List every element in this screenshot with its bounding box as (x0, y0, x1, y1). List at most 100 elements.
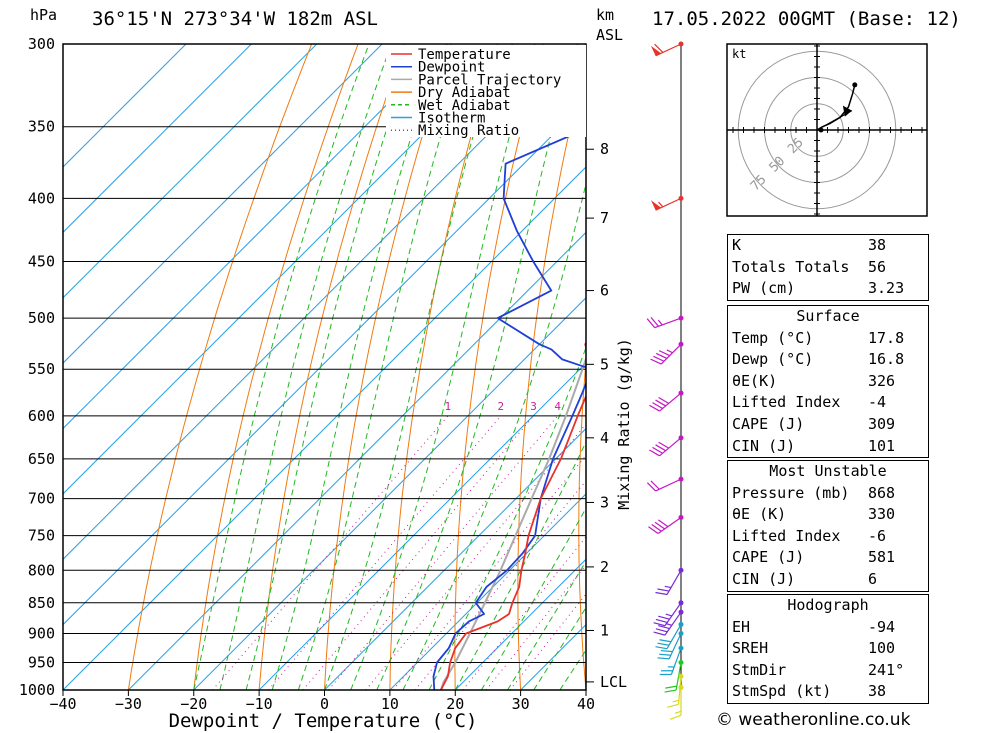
wet-adiabat-line (219, 44, 392, 690)
wind-barb-feather (658, 624, 670, 630)
wind-barb (646, 476, 684, 492)
dry-adiabat-line (193, 44, 359, 690)
wind-barb-feather (646, 482, 657, 492)
wind-barb-feather (655, 444, 666, 452)
table-row: CIN (J) 101 (732, 436, 896, 455)
isotherm-line (324, 427, 586, 690)
isotherm-line (63, 44, 383, 364)
wet-adiabat-line (245, 44, 416, 690)
wind-barb-feather (650, 358, 662, 365)
pressure-tick-label: 850 (28, 594, 55, 612)
pressure-tick-label: 650 (28, 450, 55, 468)
wind-barb-shaft (659, 392, 682, 412)
legend-label: Dry Adiabat (418, 85, 511, 101)
wind-barb-feather (650, 316, 659, 327)
isotherm-line (454, 558, 586, 690)
wet-adiabat-line (454, 440, 586, 690)
wind-barb (669, 684, 684, 720)
pressure-tick-label: 950 (28, 653, 55, 671)
table-row: StmDir 241° (732, 660, 905, 679)
wind-barb (655, 567, 684, 596)
wet-adiabat-line (350, 44, 536, 690)
x-axis-label: Dewpoint / Temperature (°C) (169, 710, 478, 732)
mixing-ratio-tick-label: 3 (530, 400, 537, 413)
isotherm-line (63, 44, 448, 430)
wind-barb (650, 341, 684, 365)
x-tick-label: −10 (246, 695, 273, 713)
x-tick-label: 10 (381, 695, 399, 713)
wet-adiabat-line (428, 346, 586, 690)
wind-barb-shaft (659, 437, 682, 457)
wind-barb-pennant (650, 45, 662, 56)
wind-barb-feather (649, 449, 660, 457)
table-row: CAPE (J) 309 (732, 414, 896, 433)
wind-barb (646, 315, 684, 329)
table-row: StmSpd (kt) 38 (732, 682, 887, 701)
km-tick-label: 1 (600, 621, 609, 639)
pressure-tick-label: 450 (28, 253, 55, 271)
isotherm-line (63, 44, 579, 560)
wind-barb-feather (655, 591, 668, 596)
km-tick-label: 3 (600, 493, 609, 511)
dewpoint-line (432, 127, 586, 690)
wind-barb-feather (658, 441, 670, 449)
wind-barb-shaft (660, 343, 682, 365)
legend-box (386, 45, 586, 137)
hpa-unit-label: hPa (30, 6, 57, 24)
wet-adiabat-line (271, 44, 442, 690)
indices-table: K 38 Totals Totals 56 PW (cm) 3.23 (727, 234, 929, 301)
wind-barb-feather (653, 355, 665, 362)
km-tick-label: 2 (600, 558, 609, 576)
wind-barb-feather (652, 402, 663, 410)
copyright-link[interactable]: © weatheronline.co.uk (716, 710, 911, 730)
wind-barb-shaft (677, 676, 682, 705)
wind-barb-feather (669, 714, 682, 720)
hodograph-unit-label: kt (732, 47, 746, 61)
table-row: CAPE (J) 581 (732, 548, 896, 567)
wind-barb (667, 673, 684, 708)
legend-label: Isotherm (418, 111, 485, 127)
wind-barb (649, 390, 684, 412)
mixing-ratio-line (268, 415, 502, 690)
isotherm-line (389, 493, 586, 690)
wet-adiabat-line (376, 44, 576, 690)
x-tick-label: 40 (577, 695, 595, 713)
km-unit-label: km (596, 6, 614, 24)
wind-barb-feather (650, 480, 660, 490)
wind-barb-feather (660, 649, 673, 653)
asl-unit-label: ASL (596, 26, 623, 44)
isotherm-line (63, 44, 252, 234)
wind-barb-feather (655, 352, 668, 359)
hodograph-origin (818, 127, 824, 133)
pressure-tick-label: 900 (28, 624, 55, 642)
wind-barb-half-feather (665, 613, 672, 617)
mixing-ratio-tick-label: 4 (554, 400, 561, 413)
wind-barb-feather (649, 404, 660, 412)
hodograph-title: Hodograph (787, 596, 869, 614)
wind-barb-column (646, 41, 684, 720)
wind-barb-feather (655, 399, 666, 407)
pressure-tick-label: 350 (28, 118, 55, 136)
wind-barb-shaft (666, 624, 682, 649)
wind-barb-half-feather (674, 710, 682, 714)
wind-barb (649, 435, 684, 457)
wind-barb (648, 514, 684, 535)
wet-adiabat-line (193, 44, 370, 690)
table-row: Lifted Index -4 (732, 393, 887, 412)
x-tick-label: −20 (180, 695, 207, 713)
table-row: Pressure (mb) 868 (732, 483, 896, 502)
x-tick-label: 30 (512, 695, 530, 713)
wind-barb-half-feather (666, 349, 673, 354)
wind-barb-shaft (655, 43, 682, 57)
dry-adiabat-line (695, 44, 729, 690)
wind-barb-feather (653, 631, 666, 636)
legend-label: Mixing Ratio (418, 123, 519, 139)
wind-barb-half-feather (657, 319, 663, 326)
x-tick-label: −40 (49, 695, 76, 713)
surface-table: Surface Temp (°C) 17.8 Dewp (°C) 16.8 θE(K… (727, 305, 929, 459)
table-row: SREH 100 (732, 639, 896, 658)
wind-barb-feather (658, 396, 670, 404)
wind-barb-feather (652, 446, 663, 454)
